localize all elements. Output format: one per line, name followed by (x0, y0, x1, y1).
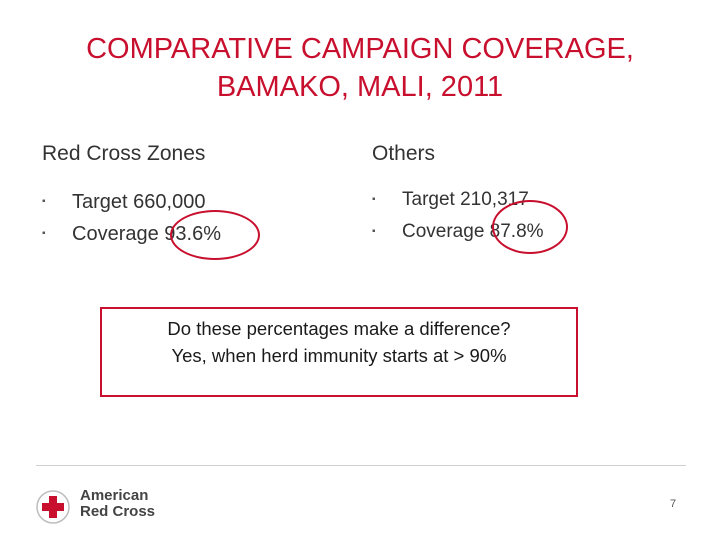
list-item: ▪ Target 210,317 (372, 184, 692, 216)
red-cross-logo-icon (36, 490, 70, 529)
left-column-heading: Red Cross Zones (42, 142, 206, 165)
red-cross-emblem-icon (36, 490, 70, 524)
callout-question: Do these percentages make a difference? (167, 318, 511, 339)
right-column-heading: Others (372, 142, 436, 165)
bullet-icon: ▪ (42, 228, 46, 239)
right-target-text: Target 210,317 (402, 189, 529, 210)
logo-wordmark: American Red Cross (80, 488, 155, 520)
bullet-icon: ▪ (42, 196, 46, 207)
callout-box: Do these percentages make a difference? … (100, 307, 578, 397)
footer-divider (36, 465, 686, 466)
callout-answer: Yes, when herd immunity starts at > 90% (171, 345, 507, 366)
slide-title: COMPARATIVE CAMPAIGN COVERAGE, BAMAKO, M… (0, 30, 720, 106)
slide-title-line1: COMPARATIVE CAMPAIGN COVERAGE, (86, 33, 634, 65)
logo-line1: American (80, 487, 149, 504)
bullet-icon: ▪ (372, 226, 376, 237)
page-number: 7 (670, 498, 677, 510)
slide-title-line2: BAMAKO, MALI, 2011 (216, 71, 504, 103)
logo-line2: Red Cross (80, 503, 156, 520)
bullet-icon: ▪ (372, 194, 376, 205)
left-target-text: Target 660,000 (72, 191, 206, 213)
highlight-circle-right (492, 200, 568, 254)
highlight-circle-left (170, 210, 260, 260)
list-item: ▪ Target 660,000 (42, 186, 342, 218)
